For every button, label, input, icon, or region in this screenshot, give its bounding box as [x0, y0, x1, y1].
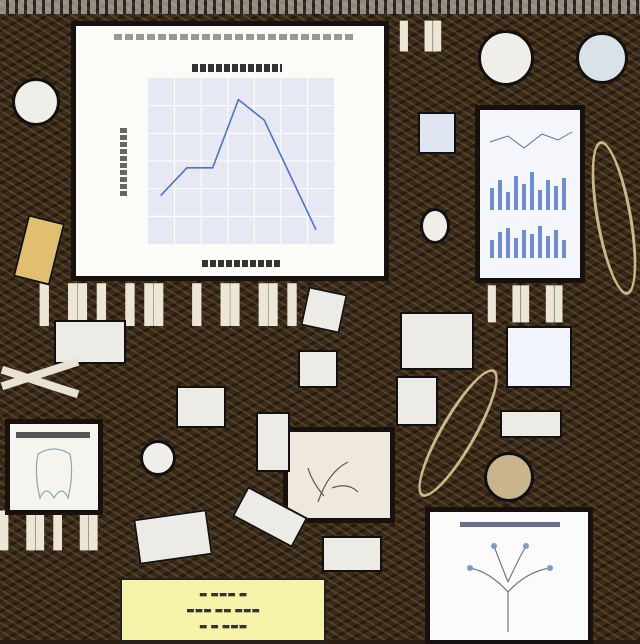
- round-badge: [484, 452, 534, 502]
- decorative-leaf: [582, 138, 640, 298]
- small-card: [506, 326, 572, 388]
- note-scribble: ▬ ▬▬▬ ▬: [198, 590, 248, 600]
- chart-title-scribble: [192, 64, 282, 72]
- small-card: [500, 410, 562, 438]
- plant-sketch-card: [286, 430, 392, 520]
- round-badge: [478, 30, 534, 86]
- sticky-note: ▬ ▬▬▬ ▬ ▬▬▬ ▬▬ ▬▬▬ ▬ ▬ ▬▬▬: [120, 578, 326, 642]
- data-point: [289, 173, 291, 176]
- background-lettering: ▌▐▌▌▐▐▌ ▌▐▌▐▌▌: [40, 284, 307, 327]
- line-chart: [148, 78, 334, 244]
- decorative-block: [12, 214, 66, 286]
- small-card: [133, 509, 213, 565]
- series-line: [160, 98, 317, 230]
- background-lettering: ▌▐▌: [400, 22, 450, 52]
- tooth-sketch-card: [8, 422, 100, 512]
- background-lettering: ▌▐▌▐▌: [488, 287, 572, 323]
- round-badge: [576, 32, 628, 84]
- round-badge: [140, 440, 176, 476]
- data-point: [160, 194, 162, 196]
- data-point: [211, 167, 214, 169]
- card-header-scribble: [16, 432, 90, 438]
- background-lettering: ▌▐▌▌▐▌: [0, 510, 108, 551]
- card-header-scribble: [460, 522, 560, 527]
- small-card: [396, 376, 438, 426]
- tree-diagram: [467, 543, 553, 632]
- plant-sketch: [307, 461, 359, 503]
- data-point: [237, 98, 240, 101]
- small-card: [400, 312, 474, 370]
- small-card: [298, 350, 338, 388]
- data-point: [186, 167, 188, 169]
- side-chart-graphic: [489, 131, 573, 258]
- y-axis-label-scribble: [120, 126, 127, 196]
- small-card: [54, 320, 126, 364]
- main-chart-card: [74, 24, 386, 278]
- round-badge: [12, 78, 60, 126]
- note-scribble: ▬ ▬ ▬▬▬: [198, 622, 248, 632]
- side-bar-chart-card: [478, 108, 582, 280]
- note-scribble: ▬▬▬ ▬▬ ▬▬▬: [186, 606, 260, 616]
- data-point: [314, 228, 317, 230]
- small-card: [300, 286, 348, 334]
- small-card: [256, 412, 290, 472]
- card-header-scribble: [114, 34, 354, 40]
- x-axis-label-scribble: [202, 260, 282, 267]
- plot-area: [148, 78, 334, 244]
- small-card: [176, 386, 226, 428]
- small-card: [418, 112, 456, 154]
- tooth-sketch: [35, 448, 73, 500]
- data-point: [263, 119, 265, 121]
- small-card: [322, 536, 382, 572]
- top-text-strip: [0, 0, 640, 14]
- tree-diagram-card: [428, 510, 590, 642]
- round-badge: [420, 208, 450, 244]
